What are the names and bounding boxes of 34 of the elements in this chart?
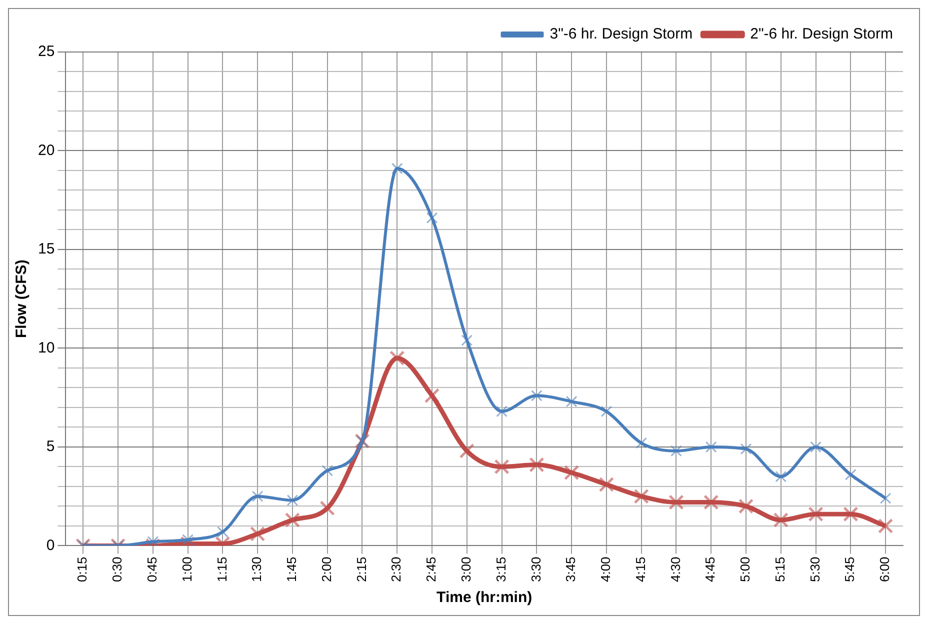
x-tick-label: 4:15: [632, 556, 648, 582]
x-tick-label: 6:00: [877, 556, 892, 582]
y-tick-label: 0: [46, 536, 55, 554]
legend-label: 3"-6 hr. Design Storm: [550, 26, 693, 43]
x-tick-label: 2:15: [354, 556, 369, 582]
x-tick-label: 5:15: [772, 556, 788, 582]
x-tick-label: 0:15: [74, 556, 90, 582]
y-tick-label: 25: [38, 43, 55, 60]
x-tick-label: 3:45: [563, 556, 578, 582]
y-tick-label: 5: [46, 438, 55, 456]
x-tick-label: 1:30: [249, 556, 264, 582]
x-tick-label: 3:00: [458, 556, 474, 582]
y-axis-title: Flow (CFS): [13, 260, 30, 338]
y-tick-label: 20: [38, 142, 55, 159]
x-tick-label: 2:00: [318, 556, 334, 582]
x-tick-label: 3:30: [528, 556, 544, 582]
x-tick-label: 5:45: [842, 556, 858, 582]
x-tick-label: 2:30: [388, 556, 404, 582]
y-tick-label: 15: [38, 240, 55, 258]
x-tick-label: 1:15: [214, 556, 230, 582]
x-tick-label: 0:30: [110, 556, 125, 582]
x-tick-label: 4:00: [598, 556, 614, 582]
y-tick-label: 10: [38, 339, 55, 356]
x-tick-label: 5:30: [807, 556, 822, 582]
x-tick-label: 1:00: [179, 556, 194, 582]
x-axis-title: Time (hr:min): [436, 589, 532, 606]
x-tick-label: 0:45: [144, 556, 160, 582]
x-tick-label: 3:15: [493, 556, 508, 582]
x-tick-label: 4:45: [702, 556, 718, 582]
x-tick-label: 4:30: [668, 556, 683, 582]
x-tick-label: 2:45: [424, 556, 439, 582]
legend-label: 2"-6 hr. Design Storm: [750, 26, 894, 43]
x-tick-label: 5:00: [738, 556, 753, 582]
x-tick-label: 1:45: [284, 556, 300, 582]
